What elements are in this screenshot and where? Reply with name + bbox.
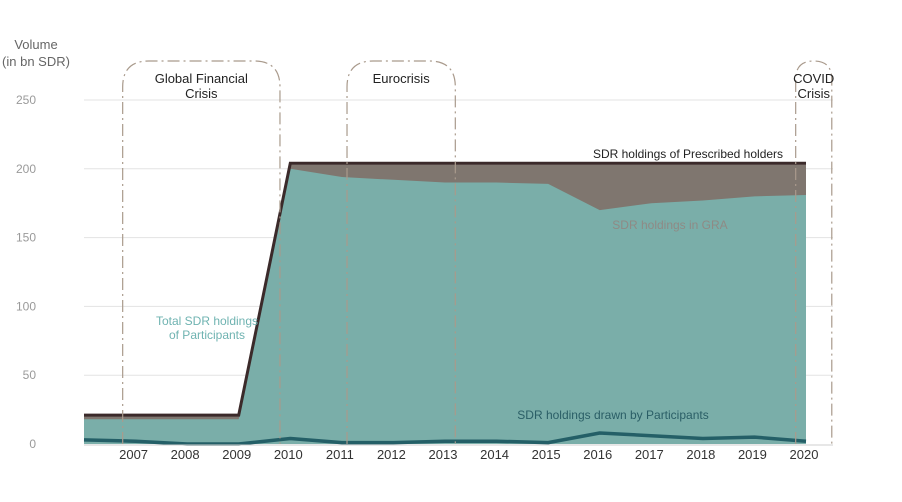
y-tick-0: 0 [29,437,36,451]
axis-ticks: 0 50 100 150 200 250 2007 2008 2009 2010 2011 2012 2… [16,93,818,462]
crisis-label-2-1: Crisis [797,86,830,101]
x-tick-2009: 2009 [222,447,251,462]
y-axis-label-line1: Volume [14,37,57,52]
area-total-sdr-holdings-of-participants [84,168,806,445]
crisis-label-1-0: Eurocrisis [373,71,431,86]
y-tick-250: 250 [16,93,36,107]
x-tick-2016: 2016 [583,447,612,462]
x-tick-2008: 2008 [171,447,200,462]
x-tick-2010: 2010 [274,447,303,462]
y-tick-100: 100 [16,299,36,313]
x-tick-2013: 2013 [429,447,458,462]
x-tick-2012: 2012 [377,447,406,462]
crisis-label-0-1: Crisis [185,86,218,101]
line-sdr-holdings-drawn-by-participants [83,431,807,446]
crisis-bracket-1 [346,60,456,444]
y-tick-150: 150 [16,231,36,245]
annotation-drawn-by-participants: SDR holdings drawn by Participants [517,408,708,422]
x-tick-2020: 2020 [790,447,819,462]
crisis-label-2-0: COVID [793,71,834,86]
crisis-bracket-0 [122,60,281,444]
crisis-label-0-0: Global Financial [155,71,248,86]
x-tick-2017: 2017 [635,447,664,462]
y-axis-label-line2: (in bn SDR) [2,54,70,69]
x-tick-2015: 2015 [532,447,561,462]
y-tick-200: 200 [16,162,36,176]
y-tick-50: 50 [23,368,37,382]
annotation-sdr-gra: SDR holdings in GRA [612,218,727,232]
annotation-total-sdr-1: of Participants [169,328,245,342]
area-series [84,164,806,445]
annotation-prescribed-holders: SDR holdings of Prescribed holders [593,147,783,161]
x-tick-2019: 2019 [738,447,767,462]
x-tick-2014: 2014 [480,447,509,462]
line-sdr-holdings-of-prescribed-holders [84,161,806,417]
annotation-total-sdr-0: Total SDR holdings [156,314,258,328]
x-tick-2018: 2018 [686,447,715,462]
x-tick-2007: 2007 [119,447,148,462]
line-series [83,161,833,446]
x-tick-2011: 2011 [326,447,354,462]
